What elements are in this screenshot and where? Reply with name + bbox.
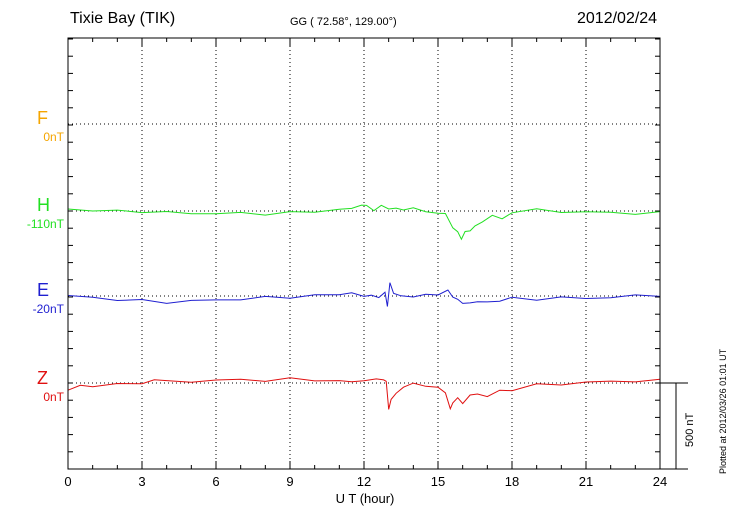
x-tick-label: 15 — [431, 474, 445, 489]
scale-bar — [660, 382, 688, 470]
baseline-label-h: -110nT — [26, 217, 64, 231]
x-tick-label: 3 — [138, 474, 145, 489]
baseline-label-z: 0nT — [43, 390, 64, 404]
x-tick-label: 24 — [653, 474, 667, 489]
x-tick-label: 18 — [505, 474, 519, 489]
component-label-h: H — [37, 195, 50, 215]
x-tick-label: 12 — [357, 474, 371, 489]
series-line-h — [67, 204, 661, 241]
plotted-timestamp: Plotted at 2012/03/26 01:01 UT — [718, 348, 728, 474]
x-tick-label: 6 — [212, 474, 219, 489]
component-label-e: E — [37, 280, 50, 300]
series-line-e — [67, 282, 661, 307]
baseline-label-e: -20nT — [32, 302, 64, 316]
plot-frame: 0 3 6 9 12 15 18 21 24 — [64, 37, 667, 489]
component-label-z: Z — [37, 368, 48, 388]
series-line-z — [67, 377, 661, 411]
plot-date: 2012/02/24 — [577, 10, 658, 27]
component-label-f: F — [37, 108, 48, 128]
x-tick-label: 9 — [286, 474, 293, 489]
series-layer — [67, 204, 661, 411]
scale-bar-label: 500 nT — [684, 412, 696, 447]
station-coordinates: GG ( 72.58°, 129.00°) — [290, 16, 397, 28]
x-axis-label: U T (hour) — [335, 491, 395, 506]
x-tick-label: 21 — [579, 474, 593, 489]
station-title: Tixie Bay (TIK) — [70, 10, 176, 27]
grid-lines — [68, 38, 660, 469]
baseline-label-f: 0nT — [43, 130, 64, 144]
x-tick-label: 0 — [64, 474, 71, 489]
